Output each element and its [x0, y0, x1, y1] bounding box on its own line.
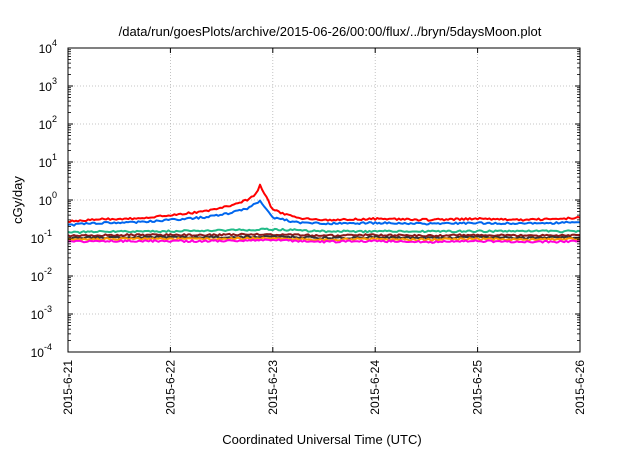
x-tick-label: 2015-6-24: [368, 360, 382, 415]
series-line: [67, 183, 581, 223]
y-tick-exponent: 4: [52, 38, 57, 48]
x-tick-label: 2015-6-21: [61, 360, 75, 415]
series-line: [67, 238, 581, 244]
x-axis-label: Coordinated Universal Time (UTC): [222, 432, 421, 447]
y-axis-label: cGy/day: [10, 176, 25, 224]
series-line: [67, 232, 580, 238]
series-group: [67, 183, 581, 244]
series-line: [67, 236, 581, 242]
series-line: [67, 227, 581, 235]
x-tick-label: 2015-6-25: [471, 360, 485, 415]
chart-title: /data/run/goesPlots/archive/2015-06-26/0…: [119, 24, 542, 39]
y-tick-exponent: 1: [52, 152, 57, 162]
y-tick-exponent: 3: [52, 76, 57, 86]
x-tick-label: 2015-6-23: [266, 360, 280, 415]
series-line: [67, 199, 581, 227]
y-tick-exponent: -1: [44, 228, 52, 238]
x-axis: 2015-6-21 2015-6-22 2015-6-23 2015-6-24 2015…: [61, 48, 587, 415]
y-tick-exponent: -2: [44, 266, 52, 276]
y-tick-exponent: -3: [44, 304, 52, 314]
y-tick-exponent: -4: [44, 342, 52, 352]
x-tick-label: 2015-6-26: [573, 360, 587, 415]
y-tick-exponent: 0: [52, 190, 57, 200]
y-tick-exponent: 2: [52, 114, 57, 124]
x-tick-label: 2015-6-22: [163, 360, 177, 415]
